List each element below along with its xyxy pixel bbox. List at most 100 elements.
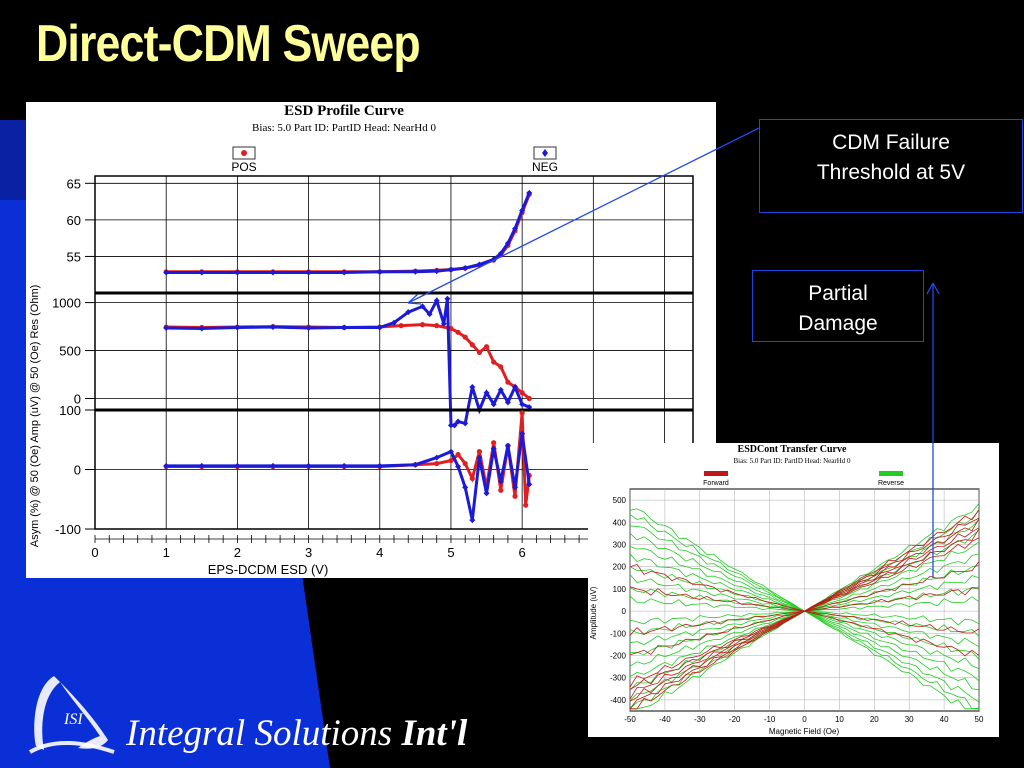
chart1-point-pos	[523, 502, 529, 508]
chart1-point-neg	[504, 442, 511, 449]
chart1-x-axis-label: EPS-DCDM ESD (V)	[208, 562, 329, 577]
chart1-x-tick-label: 4	[376, 545, 383, 560]
damage-callout-line2: Damage	[798, 312, 878, 335]
chart2-y-tick-label: -100	[610, 629, 627, 638]
chart1-point-neg	[483, 490, 490, 497]
chart1-point-neg	[341, 462, 348, 469]
chart1-point-neg	[455, 418, 462, 425]
chart2-x-tick-label: 10	[835, 715, 844, 724]
chart2-title: ESDCont Transfer Curve	[738, 444, 847, 455]
transfer-curve-chart-panel: ESDCont Transfer Curve Bias: 5.0 Part ID…	[588, 443, 999, 737]
chart1-point-neg	[469, 383, 476, 390]
chart1-point-neg	[376, 324, 383, 331]
legend-forward-label: Forward	[703, 480, 729, 487]
chart1-point-neg	[512, 383, 519, 390]
chart1-y-tick-label: 0	[74, 391, 81, 406]
chart1-point-pos	[498, 487, 504, 493]
legend-forward-swatch	[704, 471, 728, 476]
chart2-y-tick-label: 500	[613, 496, 627, 505]
chart1-point-neg	[519, 430, 526, 437]
chart1-point-neg	[426, 311, 433, 318]
chart1-point-pos	[512, 493, 518, 499]
chart1-x-tick-label: 6	[519, 545, 526, 560]
chart2-y-tick-label: 100	[613, 585, 627, 594]
chart2-x-tick-label: -40	[659, 715, 671, 724]
chart1-point-neg	[198, 269, 205, 276]
chart2-subtitle: Bias: 5.0 Part ID: PartID Head: NearHd 0	[733, 457, 851, 465]
chart1-point-neg	[305, 269, 312, 276]
chart1-point-pos	[434, 460, 440, 467]
chart1-subtitle: Bias: 5.0 Part ID: PartID Head: NearHd 0	[252, 122, 436, 134]
chart1-y-tick-label: 500	[59, 344, 81, 359]
chart1-point-neg	[163, 325, 170, 332]
chart1-point-pos	[519, 390, 525, 396]
chart1-point-pos	[491, 440, 497, 446]
chart1-point-neg	[341, 269, 348, 276]
chart1-point-pos	[519, 410, 525, 416]
chart1-y-tick-label: -100	[55, 522, 81, 537]
chart1-point-neg	[234, 324, 241, 331]
chart1-y-tick-label: 55	[67, 249, 81, 264]
chart1-point-neg	[234, 269, 241, 276]
chart2-y-tick-label: 300	[613, 541, 627, 550]
chart1-point-pos	[462, 460, 468, 467]
logo-text: ISI	[63, 711, 83, 728]
slide-title: Direct-CDM Sweep	[36, 15, 421, 73]
failure-callout-line2: Threshold at 5V	[816, 161, 966, 184]
chart1-point-neg	[497, 478, 504, 485]
chart1-x-tick-label: 2	[234, 545, 241, 560]
isi-logo: ISI	[28, 676, 115, 754]
chart1-y-tick-label: 0	[74, 463, 81, 478]
chart1-point-pos	[476, 349, 483, 356]
chart1-y-tick-label: 1000	[52, 296, 81, 311]
chart1-point-neg	[497, 386, 504, 393]
chart1-point-neg	[440, 320, 447, 327]
damage-callout-line1: Partial	[808, 282, 868, 305]
chart2-y-axis-label: Amplitude (uV)	[589, 586, 598, 639]
chart1-point-neg	[469, 517, 476, 524]
partial-damage-callout: Partial Damage	[752, 270, 924, 342]
company-name-main: Integral Solutions	[126, 713, 393, 754]
chart1-point-neg	[412, 461, 419, 468]
chart2-x-tick-label: 20	[870, 715, 879, 724]
chart2-x-tick-label: -10	[764, 715, 776, 724]
chart1-point-pos	[448, 457, 454, 464]
legend-pos-label: POS	[231, 160, 256, 174]
company-name-suffix: Int'l	[401, 713, 468, 754]
chart1-point-neg	[269, 324, 276, 331]
chart1-point-neg	[376, 268, 383, 275]
legend-reverse-swatch	[879, 471, 903, 476]
chart1-y-tick-label: 65	[67, 176, 81, 191]
chart1-point-neg	[483, 389, 490, 396]
chart1-point-pos	[491, 359, 497, 365]
chart1-point-neg	[269, 462, 276, 469]
chart1-point-pos	[455, 452, 461, 458]
chart1-point-pos	[434, 323, 440, 329]
chart1-point-neg	[451, 422, 458, 429]
chart1-point-neg	[198, 462, 205, 469]
legend-pos-marker	[241, 150, 247, 156]
chart1-legend: POS NEG	[231, 146, 558, 174]
chart1-x-tick-label: 5	[447, 545, 454, 560]
chart2-x-axis-label: Magnetic Field (Oe)	[769, 727, 840, 736]
chart1-point-neg	[455, 463, 462, 470]
chart1-point-pos	[498, 364, 504, 370]
chart1-point-pos	[462, 334, 468, 340]
chart1-point-neg	[462, 484, 469, 491]
chart1-point-pos	[505, 379, 511, 385]
chart2-y-tick-label: 0	[622, 607, 627, 616]
chart2-x-tick-label: -20	[729, 715, 741, 724]
chart1-point-neg	[341, 324, 348, 331]
chart1-point-neg	[490, 401, 497, 408]
chart1-point-neg	[462, 420, 469, 427]
chart1-point-pos	[419, 322, 426, 328]
chart1-point-pos	[526, 395, 532, 402]
chart1-y-axis-label: Asym (%) @ 50 (Oe) Amp (uV) @ 50 (Oe) Re…	[29, 285, 41, 548]
chart1-point-pos	[483, 344, 490, 350]
chart1-point-neg	[419, 303, 426, 310]
chart1-point-pos	[455, 329, 461, 335]
chart2-x-tick-label: -50	[624, 715, 636, 724]
chart1-point-neg	[512, 484, 519, 491]
chart2-legend: Forward Reverse	[703, 471, 904, 487]
chart1-x-tick-label: 0	[91, 545, 98, 560]
